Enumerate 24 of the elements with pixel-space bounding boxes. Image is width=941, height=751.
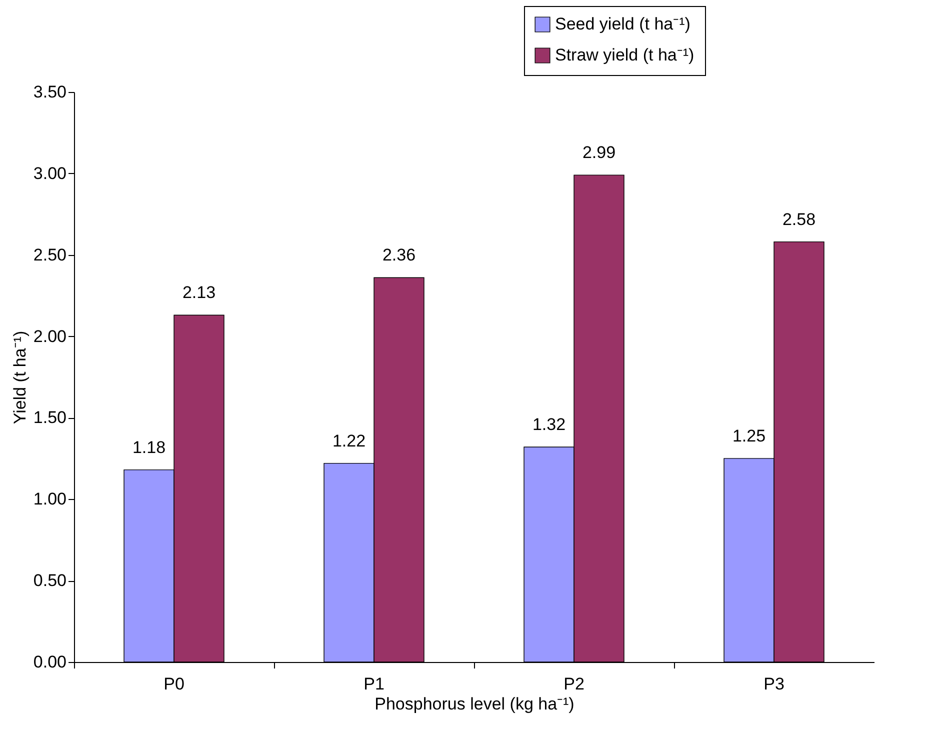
x-tick-label: P3	[764, 674, 784, 694]
data-label: 1.22	[332, 431, 366, 450]
x-tick-label: P0	[164, 674, 184, 694]
x-tick-label: P2	[564, 674, 584, 694]
data-label: 1.32	[532, 415, 566, 434]
data-label: 2.36	[382, 246, 416, 265]
legend-label: Seed yield (t ha⁻¹)	[555, 14, 690, 34]
y-tick-label: 1.00	[33, 490, 66, 509]
data-label: 1.25	[732, 426, 766, 446]
y-tick-label: 0.00	[33, 652, 66, 672]
y-tick-label: 1.50	[33, 408, 66, 428]
data-label: 2.99	[582, 143, 616, 162]
y-axis-title: Yield (t ha⁻¹)	[10, 330, 30, 424]
y-tick-label: 3.50	[33, 82, 66, 102]
data-label: 2.58	[782, 210, 816, 229]
x-axis-title: Phosphorus level (kg ha⁻¹)	[374, 694, 574, 714]
y-tick-label: 0.50	[33, 571, 66, 590]
y-tick-label: 3.00	[33, 164, 66, 183]
data-label: 1.18	[132, 438, 166, 457]
y-tick-label: 2.00	[33, 326, 66, 346]
data-label: 2.13	[182, 283, 216, 302]
legend-label: Straw yield (t ha⁻¹)	[555, 46, 694, 64]
y-tick-label: 2.50	[33, 245, 66, 264]
x-tick-label: P1	[364, 674, 384, 694]
